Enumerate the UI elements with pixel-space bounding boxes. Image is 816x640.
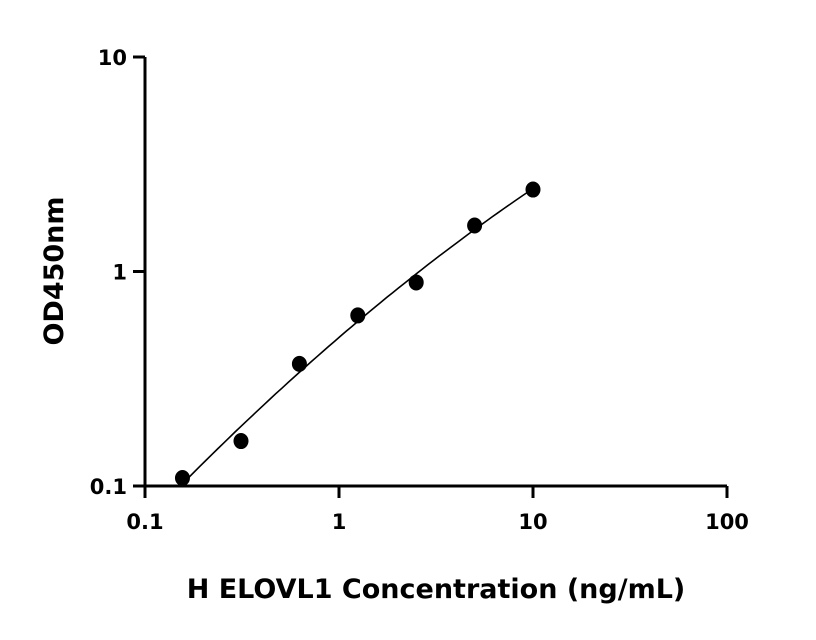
y-tick-label: 10 — [98, 46, 127, 70]
y-tick-label: 0.1 — [90, 475, 127, 499]
x-tick-label: 10 — [518, 510, 547, 534]
data-point — [525, 181, 541, 198]
x-axis-label: H ELOVL1 Concentration (ng/mL) — [187, 574, 686, 605]
data-point — [350, 307, 366, 324]
x-tick-label: 100 — [705, 510, 749, 534]
data-point — [291, 355, 307, 372]
data-point — [174, 469, 190, 486]
x-tick-label: 1 — [332, 510, 347, 534]
y-tick-label: 1 — [112, 261, 127, 285]
axes: 0.1 1 10 100 0.1 1 10 — [90, 46, 749, 534]
data-point — [467, 217, 483, 234]
y-axis-label: OD450nm — [39, 196, 70, 345]
x-tick-label: 0.1 — [126, 510, 163, 534]
data-points — [174, 181, 541, 486]
data-point — [408, 274, 424, 291]
data-point — [233, 433, 249, 450]
